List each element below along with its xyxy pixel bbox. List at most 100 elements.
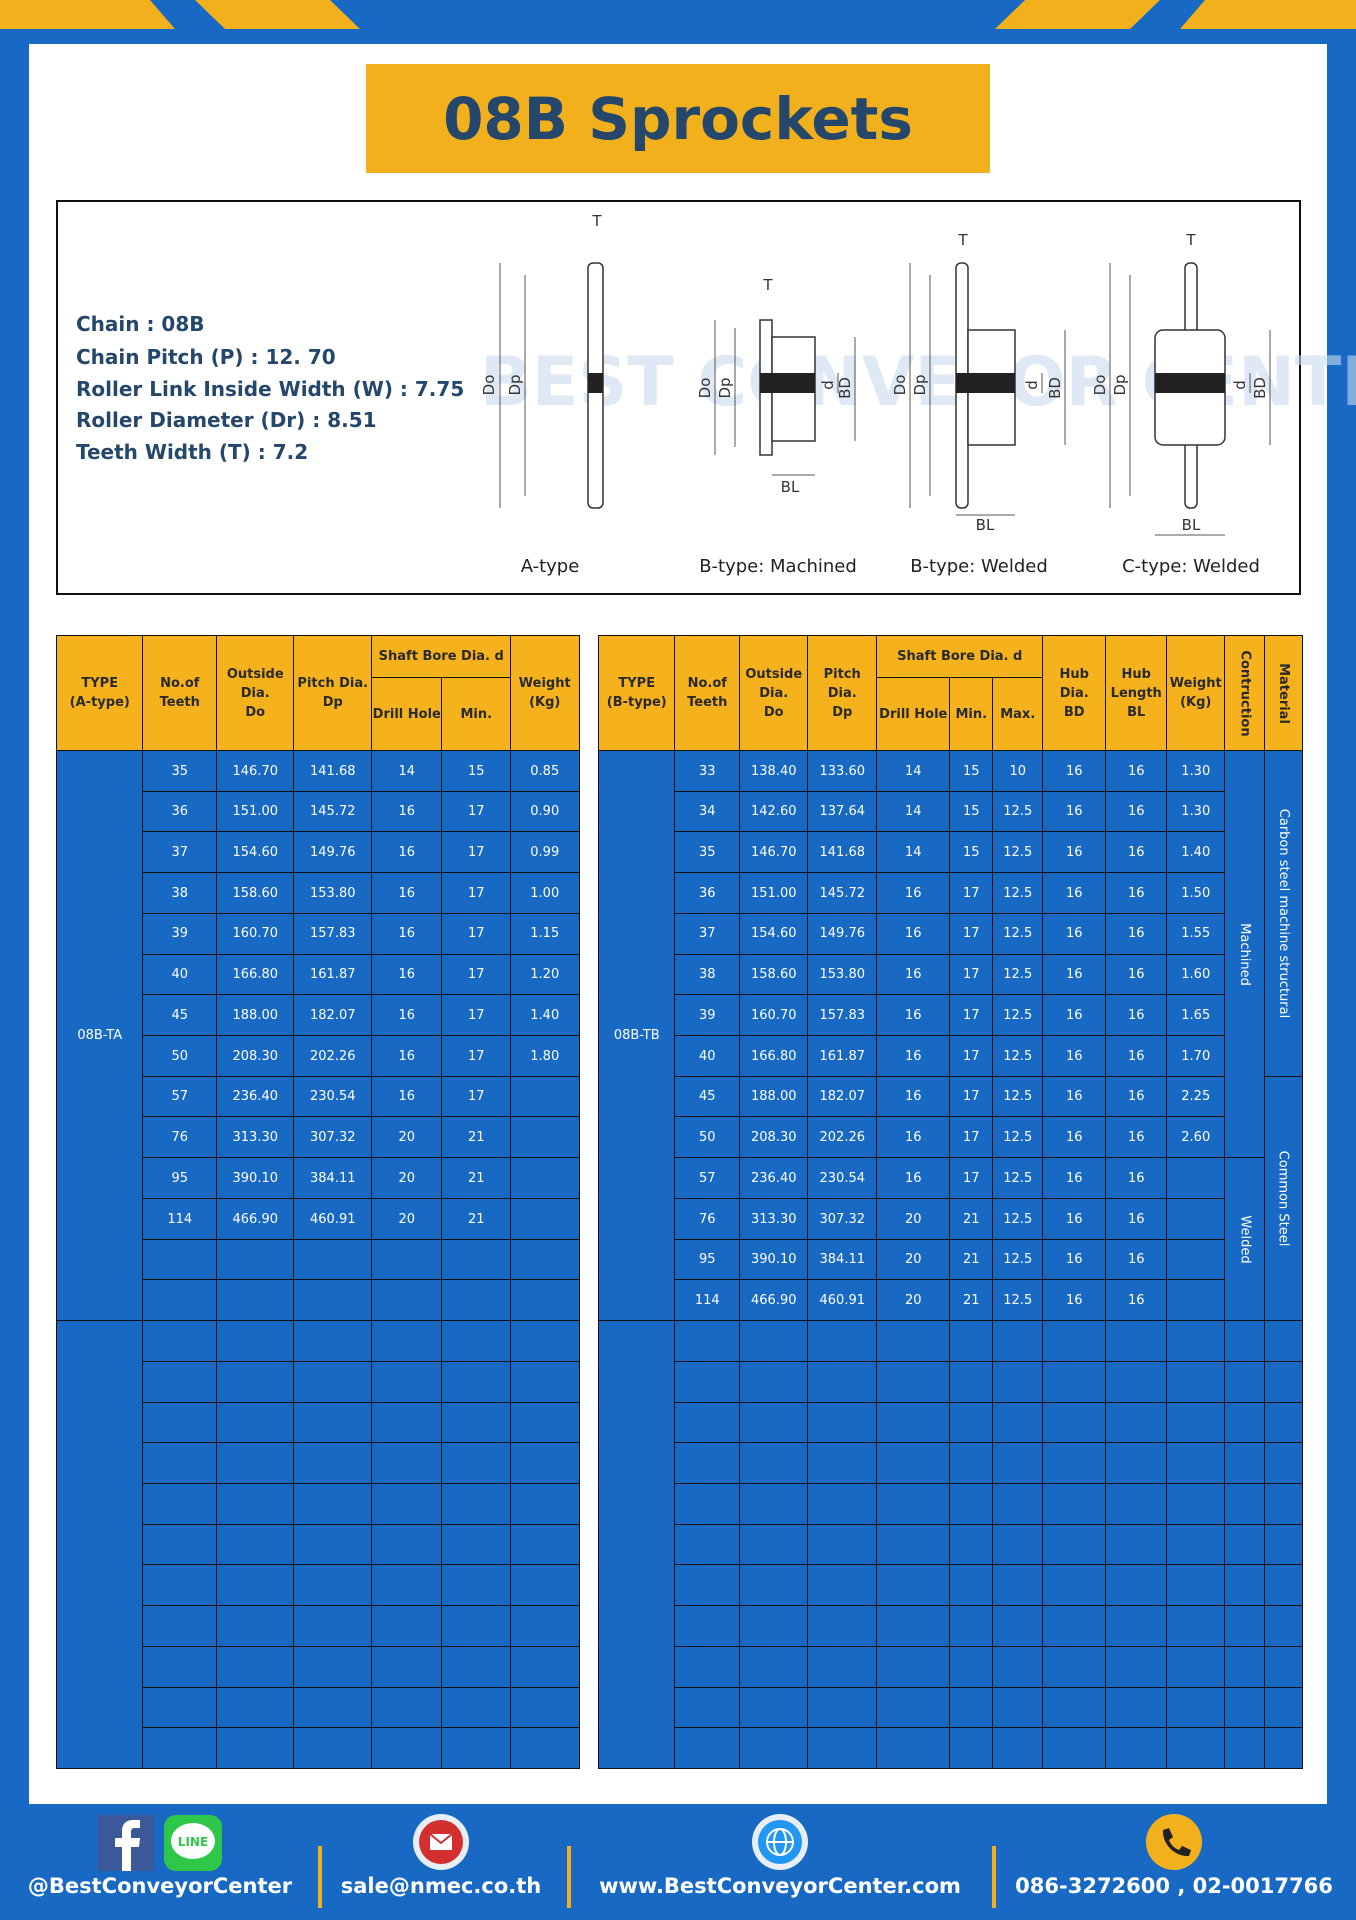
data-cell bbox=[371, 1727, 443, 1770]
data-cell: 1.65 bbox=[1166, 994, 1226, 1037]
data-cell: 142.60 bbox=[739, 790, 809, 833]
data-cell bbox=[807, 1482, 878, 1526]
header-cell: No.of Teeth bbox=[142, 635, 218, 752]
data-cell bbox=[371, 1482, 443, 1526]
data-cell: 17 bbox=[949, 1116, 994, 1159]
data-cell-text: 1.55 bbox=[1181, 926, 1211, 942]
data-cell-text: 230.54 bbox=[310, 1089, 356, 1105]
data-cell bbox=[876, 1523, 951, 1566]
data-cell bbox=[1166, 1686, 1226, 1729]
data-cell bbox=[1224, 1605, 1266, 1648]
data-cell bbox=[142, 1442, 218, 1485]
data-cell bbox=[371, 1442, 443, 1485]
data-cell bbox=[216, 1605, 295, 1648]
header-cell-text: Shaft Bore Dia. d bbox=[897, 649, 1023, 665]
data-cell-text: 37 bbox=[171, 845, 189, 861]
data-cell bbox=[293, 1645, 373, 1689]
data-cell bbox=[949, 1645, 994, 1689]
data-cell: 16 bbox=[1105, 1238, 1168, 1281]
data-cell bbox=[949, 1401, 994, 1444]
caption: B-type: Welded bbox=[910, 556, 1048, 577]
data-cell bbox=[1042, 1401, 1107, 1444]
data-cell bbox=[510, 1157, 580, 1200]
data-cell bbox=[1105, 1401, 1168, 1444]
data-cell: 0.90 bbox=[510, 790, 580, 833]
data-cell-text: 21 bbox=[962, 1211, 980, 1227]
data-cell: 460.91 bbox=[293, 1197, 373, 1241]
data-cell-text: 1.70 bbox=[1181, 1048, 1211, 1064]
data-cell: 145.72 bbox=[807, 872, 878, 915]
data-cell: 17 bbox=[441, 1035, 512, 1078]
data-cell: 146.70 bbox=[739, 831, 809, 874]
data-cell-text: 146.70 bbox=[232, 763, 279, 779]
data-cell bbox=[1105, 1727, 1168, 1770]
data-cell-text: 16 bbox=[1065, 1252, 1083, 1268]
data-cell-text: 12.5 bbox=[1003, 1252, 1033, 1268]
data-cell bbox=[441, 1605, 512, 1648]
data-cell-text: 16 bbox=[398, 926, 416, 942]
data-cell bbox=[510, 1401, 580, 1444]
header-cell: Drill Hole bbox=[371, 677, 443, 752]
data-cell: 16 bbox=[876, 1075, 951, 1118]
data-cell: 16 bbox=[1105, 912, 1168, 956]
data-cell bbox=[371, 1564, 443, 1607]
data-cell bbox=[739, 1360, 809, 1404]
data-cell: 230.54 bbox=[293, 1075, 373, 1118]
data-cell-text: 17 bbox=[962, 1007, 980, 1023]
data-cell bbox=[441, 1482, 512, 1526]
data-cell: 17 bbox=[949, 912, 994, 956]
data-cell: 14 bbox=[371, 750, 443, 793]
data-cell-text: 16 bbox=[398, 967, 416, 983]
data-cell-text: 16 bbox=[1065, 885, 1083, 901]
data-cell-text: 21 bbox=[962, 1292, 980, 1308]
data-cell-text: 16 bbox=[904, 1007, 922, 1023]
data-cell bbox=[807, 1523, 878, 1566]
data-cell bbox=[876, 1360, 951, 1404]
data-cell-text: 16 bbox=[1127, 1130, 1145, 1146]
data-cell: 153.80 bbox=[807, 953, 878, 996]
data-cell-text: 16 bbox=[398, 1089, 416, 1105]
data-cell: 160.70 bbox=[739, 994, 809, 1037]
line-icon: LINE bbox=[178, 1835, 208, 1849]
data-cell: 21 bbox=[949, 1197, 994, 1241]
data-cell bbox=[1166, 1645, 1226, 1689]
data-cell: 151.00 bbox=[739, 872, 809, 915]
data-cell bbox=[1042, 1686, 1107, 1729]
data-cell-text: 33 bbox=[698, 763, 716, 779]
data-cell bbox=[674, 1727, 741, 1770]
data-cell bbox=[1166, 1564, 1226, 1607]
data-cell-text: 36 bbox=[698, 885, 716, 901]
data-cell bbox=[371, 1605, 443, 1648]
data-cell-text: 137.64 bbox=[819, 804, 866, 820]
data-cell-text: 17 bbox=[467, 1048, 485, 1064]
data-cell bbox=[1042, 1320, 1107, 1363]
data-cell-text: 460.91 bbox=[310, 1211, 356, 1227]
header-cell-text: Shaft Bore Dia. d bbox=[378, 649, 504, 665]
data-cell-text: 15 bbox=[962, 763, 980, 779]
data-cell-text: 16 bbox=[1065, 926, 1083, 942]
data-cell-text: 34 bbox=[698, 804, 716, 820]
data-cell bbox=[216, 1401, 295, 1444]
data-cell: 158.60 bbox=[739, 953, 809, 996]
data-cell-text: 16 bbox=[904, 1130, 922, 1146]
data-cell bbox=[371, 1279, 443, 1322]
data-cell bbox=[216, 1238, 295, 1281]
data-cell bbox=[1166, 1727, 1226, 1770]
data-cell-text: 1.80 bbox=[530, 1048, 560, 1064]
data-cell bbox=[949, 1727, 994, 1770]
data-cell bbox=[510, 1727, 580, 1770]
data-cell-text: 16 bbox=[904, 1170, 922, 1186]
data-cell-text: 17 bbox=[962, 926, 980, 942]
spec-box bbox=[56, 200, 1301, 595]
dim-label: Dp bbox=[911, 374, 929, 395]
data-cell bbox=[510, 1320, 580, 1363]
data-cell-text: 12.5 bbox=[1003, 967, 1033, 983]
data-cell bbox=[949, 1686, 994, 1729]
data-cell: 16 bbox=[371, 872, 443, 915]
data-cell bbox=[441, 1645, 512, 1689]
data-cell: 1.40 bbox=[510, 994, 580, 1037]
data-cell-text: 466.90 bbox=[232, 1211, 279, 1227]
data-cell bbox=[371, 1360, 443, 1404]
data-cell bbox=[293, 1523, 373, 1566]
